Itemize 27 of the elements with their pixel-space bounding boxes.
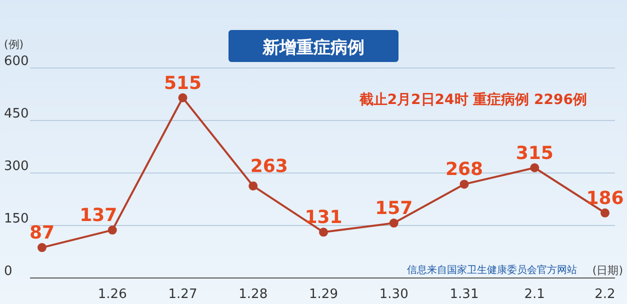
x-tick-label: 2.2 [594,287,616,302]
x-tick-label: 1.26 [98,287,127,302]
annotation: 截止2月2日24时 重症病例 2296例 [358,91,587,108]
data-label: 137 [80,205,118,226]
x-tick-label: 1.27 [168,287,198,302]
y-tick-label: 450 [4,106,29,122]
data-label: 186 [586,188,624,209]
x-tick-label: 1.29 [309,287,338,302]
y-tick-label: 600 [4,54,29,69]
data-label: 157 [375,198,413,220]
x-tick-label: 2.1 [524,287,545,302]
x-tick-label: 1.28 [238,287,268,302]
data-label: 315 [516,142,554,164]
annotation: 信息来自国家卫生健康委员会官方网站 [407,264,577,276]
data-label: 268 [445,159,484,180]
y-axis-title: (例) [4,38,24,51]
y-tick-label: 0 [4,264,12,279]
y-tick-label: 300 [4,159,29,174]
x-tick-label: 1.30 [379,287,408,302]
x-tick-label: 1.31 [450,287,479,302]
data-label: 515 [164,72,202,94]
x-axis-title: (日期) [592,264,623,277]
chart-title: 新增重症病例 [262,38,364,58]
data-label: 87 [29,222,55,244]
y-tick-label: 150 [4,212,29,226]
data-label: 263 [250,156,288,177]
data-label: 131 [304,207,342,228]
